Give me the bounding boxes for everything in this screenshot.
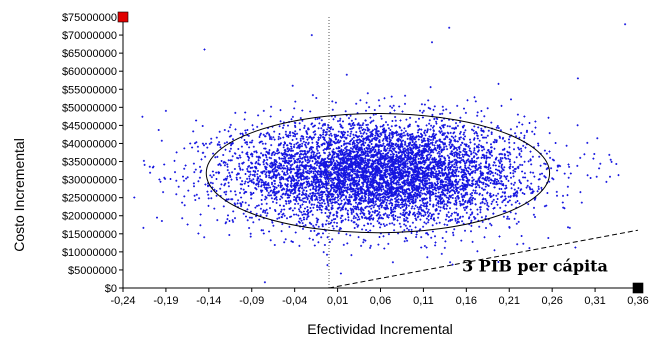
y-tick-label: $30000000 xyxy=(62,175,117,187)
x-tick-label: -0,14 xyxy=(196,295,221,307)
y-tick-label: $45000000 xyxy=(62,120,117,132)
x-tick-label: 0,16 xyxy=(456,295,477,307)
y-tick-label: $25000000 xyxy=(62,193,117,205)
y-tick-label: $15000000 xyxy=(62,229,117,241)
x-tick-label: 0,31 xyxy=(584,295,605,307)
y-tick-label: $55000000 xyxy=(62,84,117,96)
y-tick-label: $70000000 xyxy=(62,30,117,42)
y-tick-label: $50000000 xyxy=(62,102,117,114)
y-tick-label: $40000000 xyxy=(62,138,117,150)
x-tick-label: -0,24 xyxy=(110,295,135,307)
y-tick-label: $65000000 xyxy=(62,48,117,60)
x-tick-label: -0,09 xyxy=(239,295,264,307)
x-axis-ticks: -0,24 -0,19 -0,14 -0,09 -0,04 0,01 0,06 0,11 0,1… xyxy=(110,288,649,307)
y-tick-label: $35000000 xyxy=(62,157,117,169)
y-tick-label: $10000000 xyxy=(62,247,117,259)
y-tick-label: $0 xyxy=(105,283,117,295)
x-tick-label: 0,21 xyxy=(499,295,520,307)
y-tick-label: $60000000 xyxy=(62,66,117,78)
x-tick-label: 0,26 xyxy=(541,295,562,307)
x-tick-label: -0,04 xyxy=(282,295,307,307)
threshold-line xyxy=(328,229,639,289)
scatter-point xyxy=(133,23,627,284)
x-tick-label: 0,06 xyxy=(370,295,391,307)
x-tick-label: 0,11 xyxy=(413,295,434,307)
corner-markers xyxy=(117,11,644,294)
scatter-points xyxy=(133,23,627,284)
confidence-ellipse xyxy=(205,112,551,234)
y-axis-label: Costo Incremental xyxy=(11,138,27,252)
threshold-label: 3 PIB per cápita xyxy=(462,257,608,276)
x-tick-label: -0,19 xyxy=(153,295,178,307)
corner-marker xyxy=(117,11,129,23)
x-tick-label: 0,01 xyxy=(327,295,348,307)
x-axis-label: Efectividad Incremental xyxy=(307,321,453,337)
y-tick-label: $5000000 xyxy=(68,265,117,277)
x-tick-label: 0,36 xyxy=(627,295,648,307)
y-axis-ticks: $0 $5000000 $10000000 $15000000 $20000000 $25… xyxy=(62,12,123,295)
y-tick-label: $75000000 xyxy=(62,12,117,24)
y-tick-label: $20000000 xyxy=(62,211,117,223)
corner-marker xyxy=(632,282,644,294)
